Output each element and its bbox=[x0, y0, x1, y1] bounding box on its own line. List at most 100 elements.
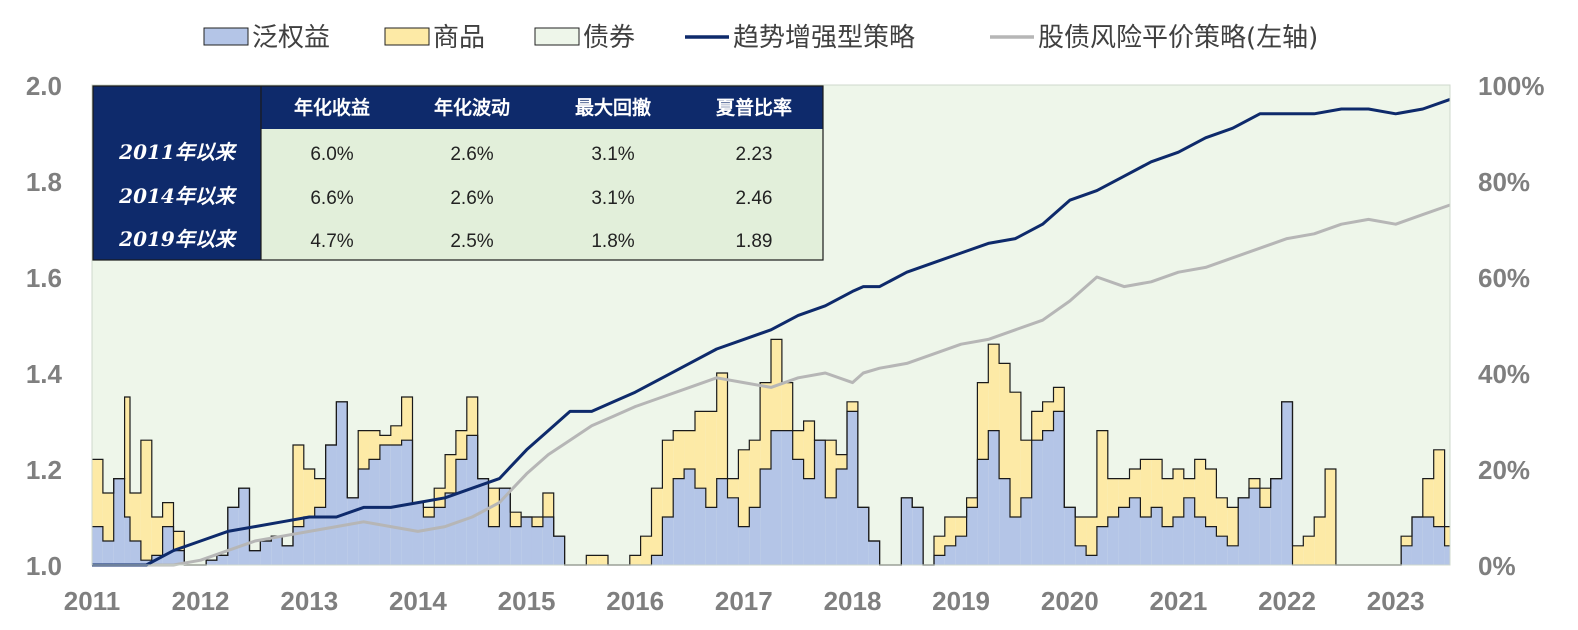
stats-header-annual-return: 年化收益 bbox=[294, 96, 370, 119]
commodity-area-segment bbox=[1194, 459, 1206, 517]
commodity-area-segment bbox=[1433, 449, 1445, 527]
commodity-area-segment bbox=[102, 493, 114, 541]
commodity-area-segment bbox=[1303, 536, 1315, 565]
commodity-area-segment bbox=[694, 411, 706, 489]
equity-area-segment bbox=[1020, 497, 1032, 565]
equity-area-segment bbox=[521, 517, 532, 565]
commodity-area-segment bbox=[1172, 469, 1184, 517]
commodity-area-segment bbox=[1292, 545, 1304, 565]
equity-area-segment bbox=[412, 502, 424, 565]
commodity-area-segment bbox=[1086, 517, 1097, 556]
equity-area-segment bbox=[282, 545, 293, 565]
commodity-area-segment bbox=[1042, 401, 1054, 431]
x-axis-tick: 2022 bbox=[1258, 586, 1316, 616]
equity-area-segment bbox=[1281, 401, 1293, 565]
equity-area-segment bbox=[847, 411, 858, 565]
equity-area-segment bbox=[401, 440, 413, 565]
commodity-area-segment bbox=[792, 430, 804, 460]
commodity-area-segment bbox=[423, 507, 435, 517]
equity-area-segment bbox=[271, 536, 283, 565]
left-axis-tick: 1.6 bbox=[26, 263, 62, 293]
equity-area-segment bbox=[1238, 497, 1250, 565]
stats-header-max-drawdown: 最大回撤 bbox=[575, 96, 651, 119]
commodity-area-segment bbox=[847, 401, 858, 412]
stats-cell: 3.1% bbox=[591, 188, 634, 209]
right-axis: 0% 20% 40% 60% 80% 100% bbox=[1478, 71, 1545, 581]
stats-table-header-bg bbox=[93, 86, 823, 129]
parity-strategy-line bbox=[92, 203, 1451, 567]
equity-area-segment bbox=[303, 517, 315, 565]
equity-area-segment bbox=[1433, 526, 1445, 565]
right-axis-tick: 80% bbox=[1478, 167, 1530, 197]
equity-area-segment bbox=[1216, 536, 1228, 565]
x-axis-tick: 2011 bbox=[64, 586, 120, 616]
equity-area-segment bbox=[1151, 507, 1163, 565]
stats-table-frame bbox=[92, 85, 824, 261]
x-axis-tick: 2019 bbox=[932, 586, 990, 616]
commodity-area-segment bbox=[1162, 478, 1173, 527]
equity-area-segment bbox=[814, 440, 826, 565]
commodity-area-segment bbox=[314, 478, 326, 508]
commodity-area-segment bbox=[466, 397, 478, 436]
equity-area-segment bbox=[227, 507, 239, 565]
right-axis-tick: 60% bbox=[1478, 263, 1530, 293]
equity-area-segment bbox=[369, 459, 380, 565]
left-axis-tick: 1.2 bbox=[26, 455, 62, 485]
stats-row-label: 2011年以来 bbox=[118, 140, 238, 164]
commodity-area-segment bbox=[684, 430, 695, 469]
commodity-area-segment bbox=[1151, 459, 1163, 508]
equity-area-segment bbox=[1444, 545, 1450, 565]
commodity-area-segment bbox=[510, 512, 522, 527]
legend-swatch-bond bbox=[534, 27, 580, 46]
legend-swatch-equity bbox=[203, 27, 249, 46]
equity-area-segment bbox=[1118, 507, 1130, 565]
equity-area-segment bbox=[944, 545, 956, 565]
commodity-area-segment bbox=[358, 430, 370, 469]
legend-label-equity: 泛权益 bbox=[252, 23, 330, 53]
right-axis-tick: 20% bbox=[1478, 455, 1530, 485]
equity-area-segment bbox=[1010, 517, 1021, 565]
commodity-area-segment bbox=[1183, 478, 1195, 498]
commodity-area-segment bbox=[401, 397, 413, 441]
stats-cell: 2.23 bbox=[736, 144, 773, 165]
equity-area-segment bbox=[466, 435, 478, 565]
commodity-area-segment bbox=[1259, 488, 1271, 508]
equity-area-segment bbox=[379, 445, 391, 565]
right-axis-tick: 40% bbox=[1478, 359, 1530, 389]
trend-strategy-line bbox=[92, 97, 1451, 567]
equity-area-segment bbox=[716, 478, 728, 565]
right-axis-tick: 100% bbox=[1478, 71, 1545, 101]
equity-area-segment bbox=[1162, 526, 1173, 565]
commodity-area-segment bbox=[173, 531, 185, 551]
stats-table-rowlabel-bg bbox=[93, 129, 261, 260]
equity-area-segment bbox=[1194, 517, 1206, 565]
equity-area-segment bbox=[694, 488, 706, 565]
commodity-area-segment bbox=[488, 488, 500, 527]
equity-area-segment bbox=[238, 488, 250, 565]
equity-area-segment bbox=[553, 536, 565, 565]
stats-header-annual-vol: 年化波动 bbox=[434, 96, 510, 119]
equity-area-segment bbox=[1140, 517, 1152, 565]
commodity-area-segment bbox=[955, 517, 967, 537]
equity-area-segment bbox=[1227, 545, 1239, 565]
equity-area-segment bbox=[1183, 497, 1195, 565]
commodity-area-outline bbox=[92, 338, 1450, 566]
equity-area-segment bbox=[868, 541, 880, 565]
commodity-area-segment bbox=[836, 454, 848, 469]
equity-area-segment bbox=[803, 478, 815, 565]
equity-area-segment bbox=[445, 493, 456, 565]
commodity-area-segment bbox=[1444, 526, 1450, 546]
equity-area-segment bbox=[781, 430, 793, 565]
equity-area-segment bbox=[1422, 517, 1434, 565]
equity-area-segment bbox=[1053, 411, 1065, 565]
commodity-area-segment bbox=[1107, 478, 1119, 517]
x-axis-tick: 2015 bbox=[498, 586, 556, 616]
commodity-area-segment bbox=[1129, 469, 1141, 498]
allocation-areas bbox=[92, 338, 1450, 566]
stats-cell: 2.46 bbox=[736, 188, 773, 209]
equity-area-segment bbox=[92, 526, 103, 565]
equity-area-segment bbox=[825, 497, 837, 565]
equity-area-segment bbox=[173, 550, 185, 565]
commodity-area-segment bbox=[749, 440, 761, 508]
equity-area-segment bbox=[955, 536, 967, 565]
